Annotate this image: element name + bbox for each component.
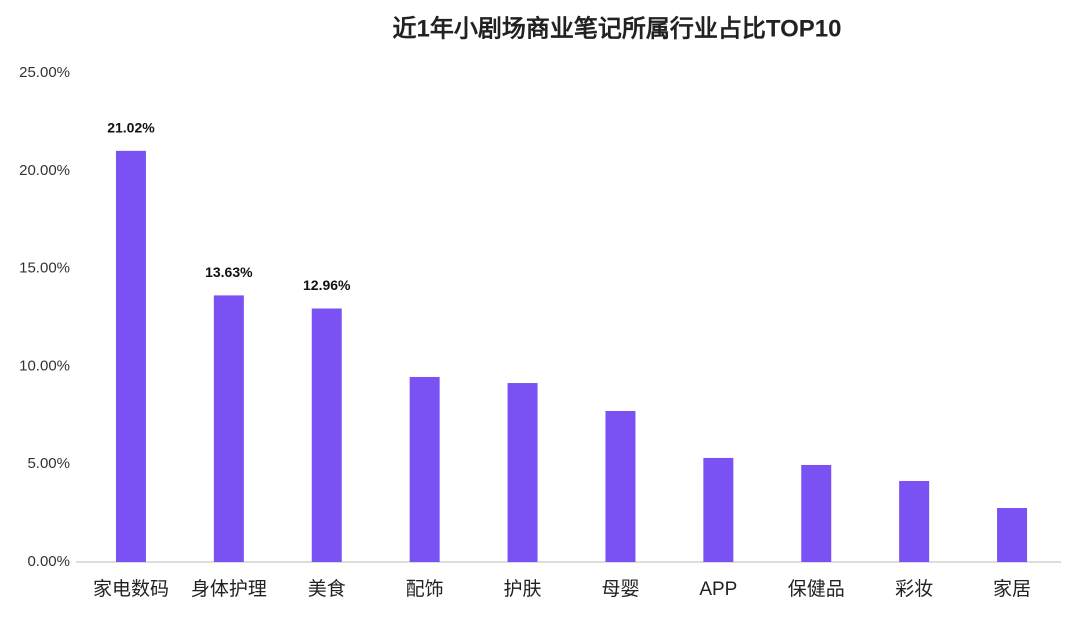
x-tick-label: APP	[699, 579, 737, 600]
x-tick-label: 家电数码	[93, 578, 169, 600]
bar	[409, 376, 440, 562]
x-tick-label: 彩妆	[895, 578, 933, 600]
x-tick-label: 保健品	[788, 578, 845, 600]
value-label: 13.63%	[205, 264, 253, 280]
value-label: 21.02%	[107, 120, 155, 136]
bar	[213, 295, 244, 562]
bar	[801, 464, 832, 562]
bar	[311, 308, 342, 562]
x-tick-label: 护肤	[504, 578, 542, 600]
y-tick-label: 5.00%	[27, 455, 70, 472]
y-tick-label: 15.00%	[19, 260, 70, 277]
y-tick-label: 25.00%	[19, 64, 70, 81]
x-tick-label: 配饰	[406, 578, 444, 600]
x-tick-label: 母婴	[601, 578, 639, 600]
bar	[703, 457, 734, 562]
y-tick-label: 20.00%	[19, 162, 70, 179]
value-label: 12.96%	[303, 277, 351, 293]
bar	[507, 383, 538, 562]
x-tick-label: 身体护理	[191, 578, 267, 600]
y-tick-label: 10.00%	[19, 357, 70, 374]
y-tick-label: 0.00%	[27, 553, 70, 570]
x-tick-label: 美食	[308, 578, 346, 600]
bar	[605, 410, 636, 562]
bar	[899, 481, 930, 562]
bar	[115, 150, 146, 562]
x-tick-label: 家居	[993, 578, 1031, 600]
chart-title: 近1年小剧场商业笔记所属行业占比TOP10	[393, 14, 842, 42]
bar	[997, 508, 1028, 562]
